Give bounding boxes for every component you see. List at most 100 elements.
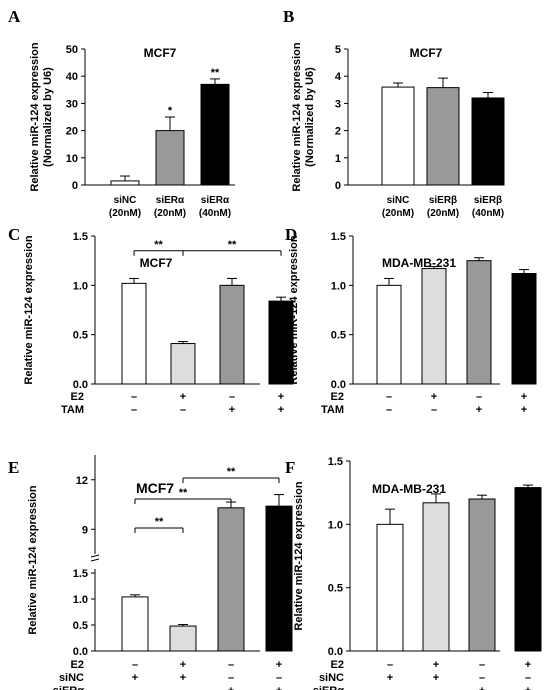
significance-label: * xyxy=(168,105,173,117)
panel-c: C MCF7 Relative miR-124 expression 0.0 0.5 1.… xyxy=(8,225,294,416)
y-axis-label: Relative miR-124 expression xyxy=(29,42,41,191)
x-tick-label: siERβ xyxy=(474,195,502,206)
treatment-sign: – xyxy=(228,672,234,684)
y-axis-label: Relative miR-124 expression xyxy=(23,235,35,384)
bar xyxy=(422,502,450,652)
y-tick-label: 5 xyxy=(335,44,341,56)
treatment-sign: – xyxy=(386,404,392,416)
x-tick-label: siERα xyxy=(156,195,185,206)
treatment-sign: + xyxy=(521,391,527,403)
treatment-sign: + xyxy=(431,391,437,403)
bar xyxy=(468,498,496,652)
bar xyxy=(121,596,149,652)
treatment-sign: – xyxy=(180,685,186,690)
axis-break-mark xyxy=(90,558,100,562)
treatment-label: siERα xyxy=(313,685,344,690)
x-tick-label: (20nM) xyxy=(109,208,141,219)
y-tick-label: 0.5 xyxy=(73,330,88,342)
panel-e: E MCF7 Relative miR-124 expression 0.0 0.5 1.… xyxy=(8,455,293,690)
treatment-sign: – xyxy=(132,659,138,671)
treatment-label: siERα xyxy=(53,685,84,690)
x-tick-label: (20nM) xyxy=(427,208,459,219)
panel-b: B MCF7 Relative miR-124 expression (Normali… xyxy=(283,7,505,219)
treatment-sign: + xyxy=(180,672,186,684)
y-axis-label: Relative miR-124 expression xyxy=(27,485,39,634)
y-tick-label: 1.5 xyxy=(331,231,346,243)
panel-a: A MCF7 Relative miR-124 expression (Normali… xyxy=(8,7,235,219)
panel-title: MCF7 xyxy=(410,46,443,60)
y-tick-label: 10 xyxy=(66,153,78,165)
panel-letter: E xyxy=(8,458,19,477)
treatment-label: E2 xyxy=(331,659,344,671)
treatment-label: E2 xyxy=(71,391,84,403)
bar xyxy=(170,343,196,385)
treatment-sign: + xyxy=(132,672,138,684)
treatment-sign: + xyxy=(525,659,531,671)
bar xyxy=(200,83,230,186)
treatment-sign: – xyxy=(525,672,531,684)
panel-letter: F xyxy=(285,458,295,477)
bar xyxy=(376,523,404,652)
significance-label: ** xyxy=(211,67,220,79)
bar xyxy=(421,268,447,385)
y-axis-label: (Normalized by U6) xyxy=(304,67,316,167)
x-tick-label: (20nM) xyxy=(154,208,186,219)
treatment-label: siNC xyxy=(319,672,344,684)
bar xyxy=(514,487,542,652)
y-tick-label: 1.0 xyxy=(73,280,88,292)
treatment-sign: + xyxy=(180,659,186,671)
bar xyxy=(268,300,294,385)
bar xyxy=(381,86,415,186)
bar xyxy=(169,625,197,652)
y-tick-label: 0.0 xyxy=(73,646,88,658)
panel-f: F MDA-MB-231 Relative miR-124 expression 0.… xyxy=(285,456,542,690)
y-tick-label: 1.5 xyxy=(328,456,343,468)
y-tick-label: 1.5 xyxy=(73,231,88,243)
treatment-sign: + xyxy=(525,685,531,690)
treatment-sign: + xyxy=(433,659,439,671)
treatment-label: TAM xyxy=(61,404,84,416)
treatment-sign: – xyxy=(387,659,393,671)
bar xyxy=(265,505,293,652)
panel-title: MDA-MB-231 xyxy=(382,256,456,270)
y-tick-label: 0 xyxy=(72,180,78,192)
treatment-label: TAM xyxy=(321,404,344,416)
treatment-label: siNC xyxy=(59,672,84,684)
y-tick-label: 9 xyxy=(82,524,88,536)
bracket-label: ** xyxy=(228,239,237,251)
treatment-label: E2 xyxy=(71,659,84,671)
x-tick-label: (40nM) xyxy=(472,208,504,219)
bar xyxy=(376,284,402,385)
treatment-sign: + xyxy=(387,672,393,684)
y-tick-label: 20 xyxy=(66,126,78,138)
treatment-sign: – xyxy=(431,404,437,416)
treatment-sign: – xyxy=(479,659,485,671)
treatment-sign: + xyxy=(278,404,284,416)
y-tick-label: 0.5 xyxy=(331,330,346,342)
panel-letter: C xyxy=(8,225,20,244)
bar xyxy=(110,180,140,186)
y-tick-label: 1.0 xyxy=(73,594,88,606)
bar xyxy=(471,97,505,186)
treatment-sign: + xyxy=(476,404,482,416)
bar xyxy=(466,260,492,385)
bar xyxy=(121,282,147,385)
x-tick-label: (40nM) xyxy=(199,208,231,219)
axis-break-mark xyxy=(90,554,100,558)
panel-title: MCF7 xyxy=(144,46,177,60)
bracket-label: ** xyxy=(154,239,163,251)
x-tick-label: siNC xyxy=(114,195,137,206)
bracket-label: ** xyxy=(179,487,188,499)
y-tick-label: 40 xyxy=(66,71,78,83)
panel-title: MCF7 xyxy=(140,256,173,270)
x-tick-label: siERβ xyxy=(429,195,457,206)
panel-title: MCF7 xyxy=(136,480,174,496)
bar xyxy=(511,272,537,385)
panel-letter: A xyxy=(8,7,21,26)
y-tick-label: 0.5 xyxy=(73,620,88,632)
y-tick-label: 12 xyxy=(76,475,88,487)
y-tick-label: 1.0 xyxy=(328,519,343,531)
bar xyxy=(217,507,245,652)
bar xyxy=(219,284,245,385)
treatment-sign: – xyxy=(180,404,186,416)
